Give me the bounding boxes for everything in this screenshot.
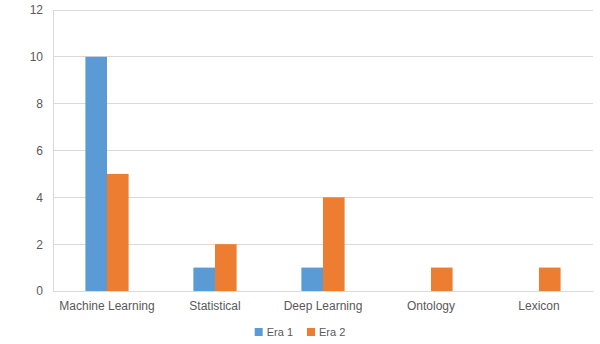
legend-label: Era 2 [319,326,345,338]
bar-series [85,57,323,291]
chart: 0 2 4 6 8 10 12 Machine Learning Statistical Deep… [0,0,600,344]
x-tick-label: Statistical [189,299,240,313]
legend: Era 1 Era 2 [255,326,346,338]
bar [517,291,539,292]
bar [431,268,453,291]
legend-swatch [255,328,263,336]
y-tick-label: 2 [36,238,43,252]
bar-series [107,174,561,291]
grid-line [53,56,593,57]
bars [85,57,560,291]
grid [53,10,593,291]
legend-swatch [307,328,315,336]
bar [539,268,561,291]
bar [193,268,215,291]
y-tick: 4 [36,191,53,205]
y-tick-label: 0 [36,284,43,298]
x-tick: Ontology [407,299,455,313]
x-tick-label: Deep Learning [284,299,363,313]
x-tick: Machine Learning [59,299,154,313]
y-tick-label: 12 [30,3,44,17]
grid-line [53,10,593,11]
y-axis-line [53,11,54,292]
x-tick-label: Ontology [407,299,455,313]
legend-item: Era 2 [307,326,345,338]
x-tick-label: Lexicon [518,299,559,313]
bar [301,268,323,291]
x-tick: Lexicon [518,299,559,313]
y-tick-label: 4 [36,191,43,205]
x-tick: Deep Learning [284,299,363,313]
y-tick-label: 8 [36,97,43,111]
legend-item: Era 1 [255,326,293,338]
bar [409,291,431,292]
bar [323,197,345,291]
bar [215,244,237,291]
x-axis: Machine Learning Statistical Deep Learning… [54,292,594,313]
y-tick-label: 10 [30,50,44,64]
y-tick: 10 [30,50,53,64]
y-tick: 12 [30,3,53,17]
y-tick: 6 [36,144,53,158]
y-tick: 0 [36,284,53,298]
y-axis: 0 2 4 6 8 10 12 [30,3,54,298]
grid-line [53,103,593,104]
bar [107,174,129,291]
y-tick-label: 6 [36,144,43,158]
y-tick: 2 [36,238,53,252]
x-tick: Statistical [189,299,240,313]
plot: 0 2 4 6 8 10 12 Machine Learning Statistical Deep… [30,3,594,312]
grid-line [53,150,593,151]
y-tick: 8 [36,97,53,111]
x-tick-label: Machine Learning [59,299,154,313]
legend-label: Era 1 [267,326,293,338]
bar [85,57,107,291]
x-axis-line [54,291,594,292]
